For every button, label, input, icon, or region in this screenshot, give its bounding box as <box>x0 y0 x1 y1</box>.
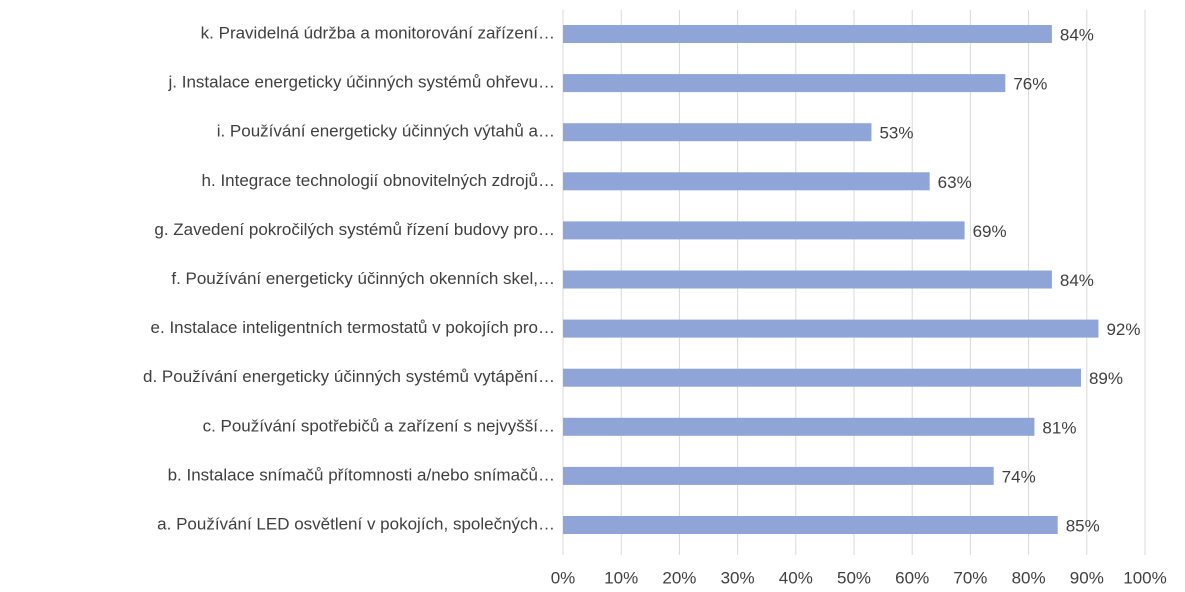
data-label: 84% <box>1060 271 1094 290</box>
data-label: 53% <box>879 124 913 143</box>
y-tick-label: g. Zavedení pokročilých systémů řízení b… <box>154 220 555 239</box>
data-label: 92% <box>1106 320 1140 339</box>
bar <box>563 123 872 142</box>
bar <box>563 74 1006 93</box>
bar <box>563 516 1058 534</box>
bar <box>563 25 1052 43</box>
data-label: 74% <box>1002 467 1036 486</box>
data-label: 63% <box>938 173 972 192</box>
bar <box>563 466 994 485</box>
bar <box>563 417 1035 436</box>
data-label: 81% <box>1042 418 1076 437</box>
y-tick-label: i. Používání energeticky účinných výtahů… <box>217 122 555 141</box>
x-tick-label: 20% <box>662 568 696 587</box>
data-label: 69% <box>973 222 1007 241</box>
x-tick-label: 90% <box>1070 568 1104 587</box>
y-tick-label: e. Instalace inteligentních termostatů v… <box>151 318 555 337</box>
data-label: 85% <box>1066 516 1100 535</box>
bar <box>563 221 965 240</box>
bar <box>563 172 930 191</box>
bar <box>563 368 1081 387</box>
x-tick-label: 30% <box>721 568 755 587</box>
bar <box>563 270 1052 289</box>
x-tick-label: 10% <box>604 568 638 587</box>
bar <box>563 319 1099 338</box>
data-label: 84% <box>1060 25 1094 44</box>
y-tick-label: d. Používání energeticky účinných systém… <box>143 367 555 386</box>
x-tick-label: 60% <box>895 568 929 587</box>
data-label: 89% <box>1089 369 1123 388</box>
y-tick-label: h. Integrace technologií obnovitelných z… <box>202 171 555 190</box>
x-tick-label: 50% <box>837 568 871 587</box>
x-tick-label: 100% <box>1123 568 1166 587</box>
x-tick-label: 80% <box>1012 568 1046 587</box>
y-tick-label: b. Instalace snímačů přítomnosti a/nebo … <box>168 465 555 484</box>
x-tick-label: 70% <box>953 568 987 587</box>
x-tick-label: 0% <box>551 568 576 587</box>
data-label: 76% <box>1013 75 1047 94</box>
y-tick-label: a. Používání LED osvětlení v pokojích, s… <box>157 514 555 533</box>
y-tick-label: c. Používání spotřebičů a zařízení s nej… <box>203 416 555 435</box>
y-tick-label: j. Instalace energeticky účinných systém… <box>168 73 555 92</box>
y-tick-label: f. Používání energeticky účinných okenní… <box>171 269 555 288</box>
x-tick-label: 40% <box>779 568 813 587</box>
y-tick-label: k. Pravidelná údržba a monitorování zaří… <box>201 23 555 42</box>
